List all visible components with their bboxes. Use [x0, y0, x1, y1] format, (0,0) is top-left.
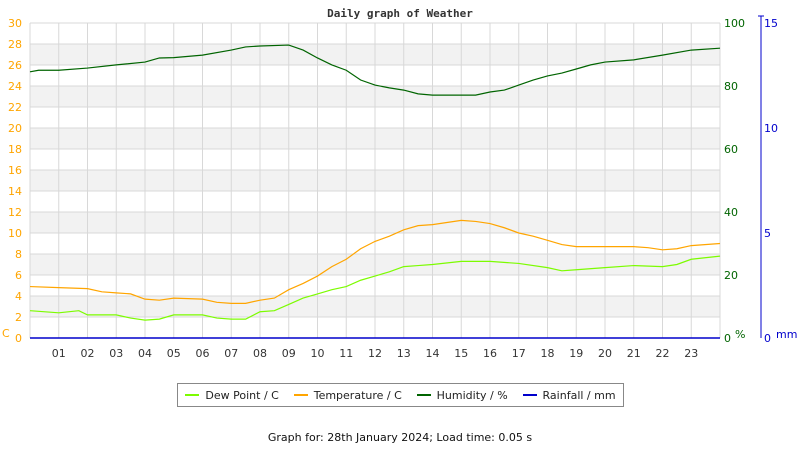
y-tick-label: 28 [8, 38, 22, 51]
x-tick-label: 14 [426, 347, 440, 360]
y-tick-label: 0 [15, 332, 22, 345]
x-tick-label: 01 [52, 347, 66, 360]
y-tick-label: 4 [15, 290, 22, 303]
x-tick-label: 19 [569, 347, 583, 360]
right-tick-label: 60 [724, 143, 738, 156]
x-tick-label: 17 [512, 347, 526, 360]
y-tick-label: 20 [8, 122, 22, 135]
x-tick-label: 10 [311, 347, 325, 360]
y-tick-label: 22 [8, 101, 22, 114]
y-tick-label: 18 [8, 143, 22, 156]
rainfall-tick-label: 5 [764, 227, 771, 240]
legend-label: Humidity / % [436, 388, 508, 402]
y-tick-label: 14 [8, 185, 22, 198]
x-tick-label: 13 [397, 347, 411, 360]
y-tick-label: 30 [8, 17, 22, 30]
y-tick-label: 6 [15, 269, 22, 282]
x-tick-label: 22 [656, 347, 670, 360]
x-tick-label: 07 [224, 347, 238, 360]
legend-swatch [293, 394, 308, 396]
legend-swatch [522, 394, 537, 396]
legend-swatch [185, 394, 200, 396]
series-line-temperature [29, 219, 721, 304]
x-tick-label: 04 [138, 347, 152, 360]
x-tick-label: 18 [541, 347, 555, 360]
x-tick-label: 06 [196, 347, 210, 360]
x-tick-label: 21 [627, 347, 641, 360]
y-tick-label: 24 [8, 80, 22, 93]
rainfall-tick-label: 15 [764, 17, 778, 30]
x-tick-label: 16 [483, 347, 497, 360]
right-tick-label: 80 [724, 80, 738, 93]
y-tick-label: 16 [8, 164, 22, 177]
footer-text: Graph for: 28th January 2024; Load time:… [267, 431, 533, 444]
legend-label: Temperature / C [313, 388, 402, 402]
x-tick-label: 23 [684, 347, 698, 360]
right-tick-label: 20 [724, 269, 738, 282]
x-tick-label: 03 [109, 347, 123, 360]
y-tick-label: 10 [8, 227, 22, 240]
x-tick-label: 15 [454, 347, 468, 360]
x-tick-label: 09 [282, 347, 296, 360]
legend-item: Dew Point / C [185, 388, 279, 402]
x-tick-label: 05 [167, 347, 181, 360]
rainfall-tick-label: 0 [764, 332, 771, 345]
y-tick-label: 26 [8, 59, 22, 72]
chart-title: Daily graph of Weather [327, 7, 473, 20]
x-tick-label: 08 [253, 347, 267, 360]
legend-label: Rainfall / mm [542, 388, 616, 402]
legend-label: Dew Point / C [205, 388, 279, 402]
rainfall-tick-label: 10 [764, 122, 778, 135]
series-line-humidity [29, 44, 721, 96]
x-tick-label: 11 [339, 347, 353, 360]
y-tick-label: 12 [8, 206, 22, 219]
x-tick-label: 02 [81, 347, 95, 360]
series-line-dew [29, 255, 721, 321]
x-tick-label: 20 [598, 347, 612, 360]
y-tick-label: 2 [15, 311, 22, 324]
left-unit-label: C [2, 327, 10, 340]
y-tick-label: 8 [15, 248, 22, 261]
x-tick-label: 12 [368, 347, 382, 360]
legend: Dew Point / C Temperature / C Humidity / %… [177, 383, 624, 407]
legend-item: Humidity / % [416, 388, 508, 402]
right-tick-label: 40 [724, 206, 738, 219]
humidity-unit-label: % [735, 328, 745, 341]
legend-item: Rainfall / mm [522, 388, 616, 402]
legend-swatch [416, 394, 431, 396]
rainfall-unit-label: mm [776, 328, 797, 341]
legend-item: Temperature / C [293, 388, 402, 402]
right-tick-label: 0 [724, 332, 731, 345]
right-tick-label: 100 [724, 17, 745, 30]
